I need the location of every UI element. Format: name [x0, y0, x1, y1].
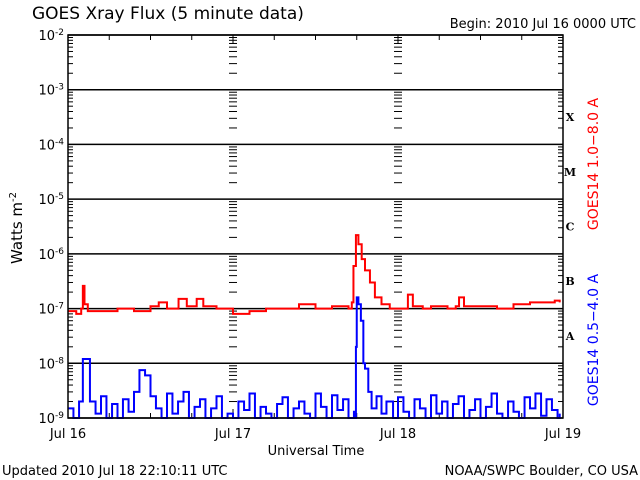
- y-tick-base: 10: [38, 138, 55, 153]
- y-axis-label: Watts m-2: [8, 192, 26, 264]
- y-tick-labels: 10-210-310-410-510-610-710-810-9: [38, 28, 64, 427]
- x-axis-label: Universal Time: [268, 444, 365, 459]
- y-tick-exp: -4: [55, 137, 64, 147]
- footer-updated: Updated 2010 Jul 18 22:10:11 UTC: [2, 464, 227, 479]
- y-tick-base: 10: [38, 303, 55, 318]
- y-tick-exp: -5: [55, 192, 64, 202]
- y-tick-label: 10-3: [38, 83, 64, 99]
- flare-class-label: B: [565, 275, 574, 288]
- y-tick-base: 10: [38, 29, 55, 44]
- y-tick-exp: -7: [55, 302, 64, 312]
- y-tick-exp: -2: [55, 28, 64, 38]
- y-tick-label: 10-8: [38, 356, 64, 372]
- x-tick-label: Jul 18: [379, 427, 416, 442]
- y-tick-label: 10-7: [38, 302, 64, 318]
- y-tick-base: 10: [38, 248, 55, 263]
- y-tick-base: 10: [38, 412, 55, 427]
- y-tick-label: 10-9: [38, 411, 64, 427]
- x-tick-label: Jul 17: [214, 427, 251, 442]
- y-tick-exp: -8: [55, 356, 64, 366]
- y-tick-label: 10-6: [38, 247, 64, 263]
- legend-red-series: GOES14 1.0−8.0 A: [586, 98, 602, 231]
- y-tick-base: 10: [38, 193, 55, 208]
- y-tick-exp: -9: [55, 411, 64, 421]
- legend-blue-series: GOES14 0.5−4.0 A: [586, 274, 602, 407]
- y-axis-label-text: Watts m: [8, 202, 26, 264]
- y-axis-label-exp: -2: [8, 192, 19, 202]
- footer-source: NOAA/SWPC Boulder, CO USA: [445, 464, 638, 479]
- y-tick-label: 10-5: [38, 192, 64, 208]
- grid-lines: [68, 34, 563, 419]
- flare-class-label: A: [565, 330, 575, 343]
- series-lines: [68, 234, 561, 419]
- series-line-long-wavelength: [68, 234, 561, 315]
- y-tick-label: 10-4: [38, 137, 64, 153]
- flare-class-labels: X M C B A: [564, 111, 576, 343]
- y-tick-exp: -6: [55, 247, 64, 257]
- series-line-short-wavelength: [68, 296, 561, 419]
- flare-class-label: X: [566, 111, 575, 124]
- y-tick-label: 10-2: [38, 28, 64, 44]
- x-tick-label: Jul 19: [544, 427, 581, 442]
- y-tick-base: 10: [38, 84, 55, 99]
- axis-ticks: [67, 35, 564, 418]
- flare-class-label: C: [566, 221, 575, 234]
- y-tick-exp: -3: [55, 83, 64, 93]
- y-tick-base: 10: [38, 357, 55, 372]
- chart-title: GOES Xray Flux (5 minute data): [32, 4, 304, 24]
- x-tick-label: Jul 16: [49, 427, 86, 442]
- begin-label: Begin: 2010 Jul 16 0000 UTC: [450, 17, 636, 32]
- plot-frame: [67, 34, 564, 419]
- flare-class-label: M: [564, 166, 576, 179]
- x-tick-labels: Jul 16 Jul 17 Jul 18 Jul 19: [49, 427, 581, 442]
